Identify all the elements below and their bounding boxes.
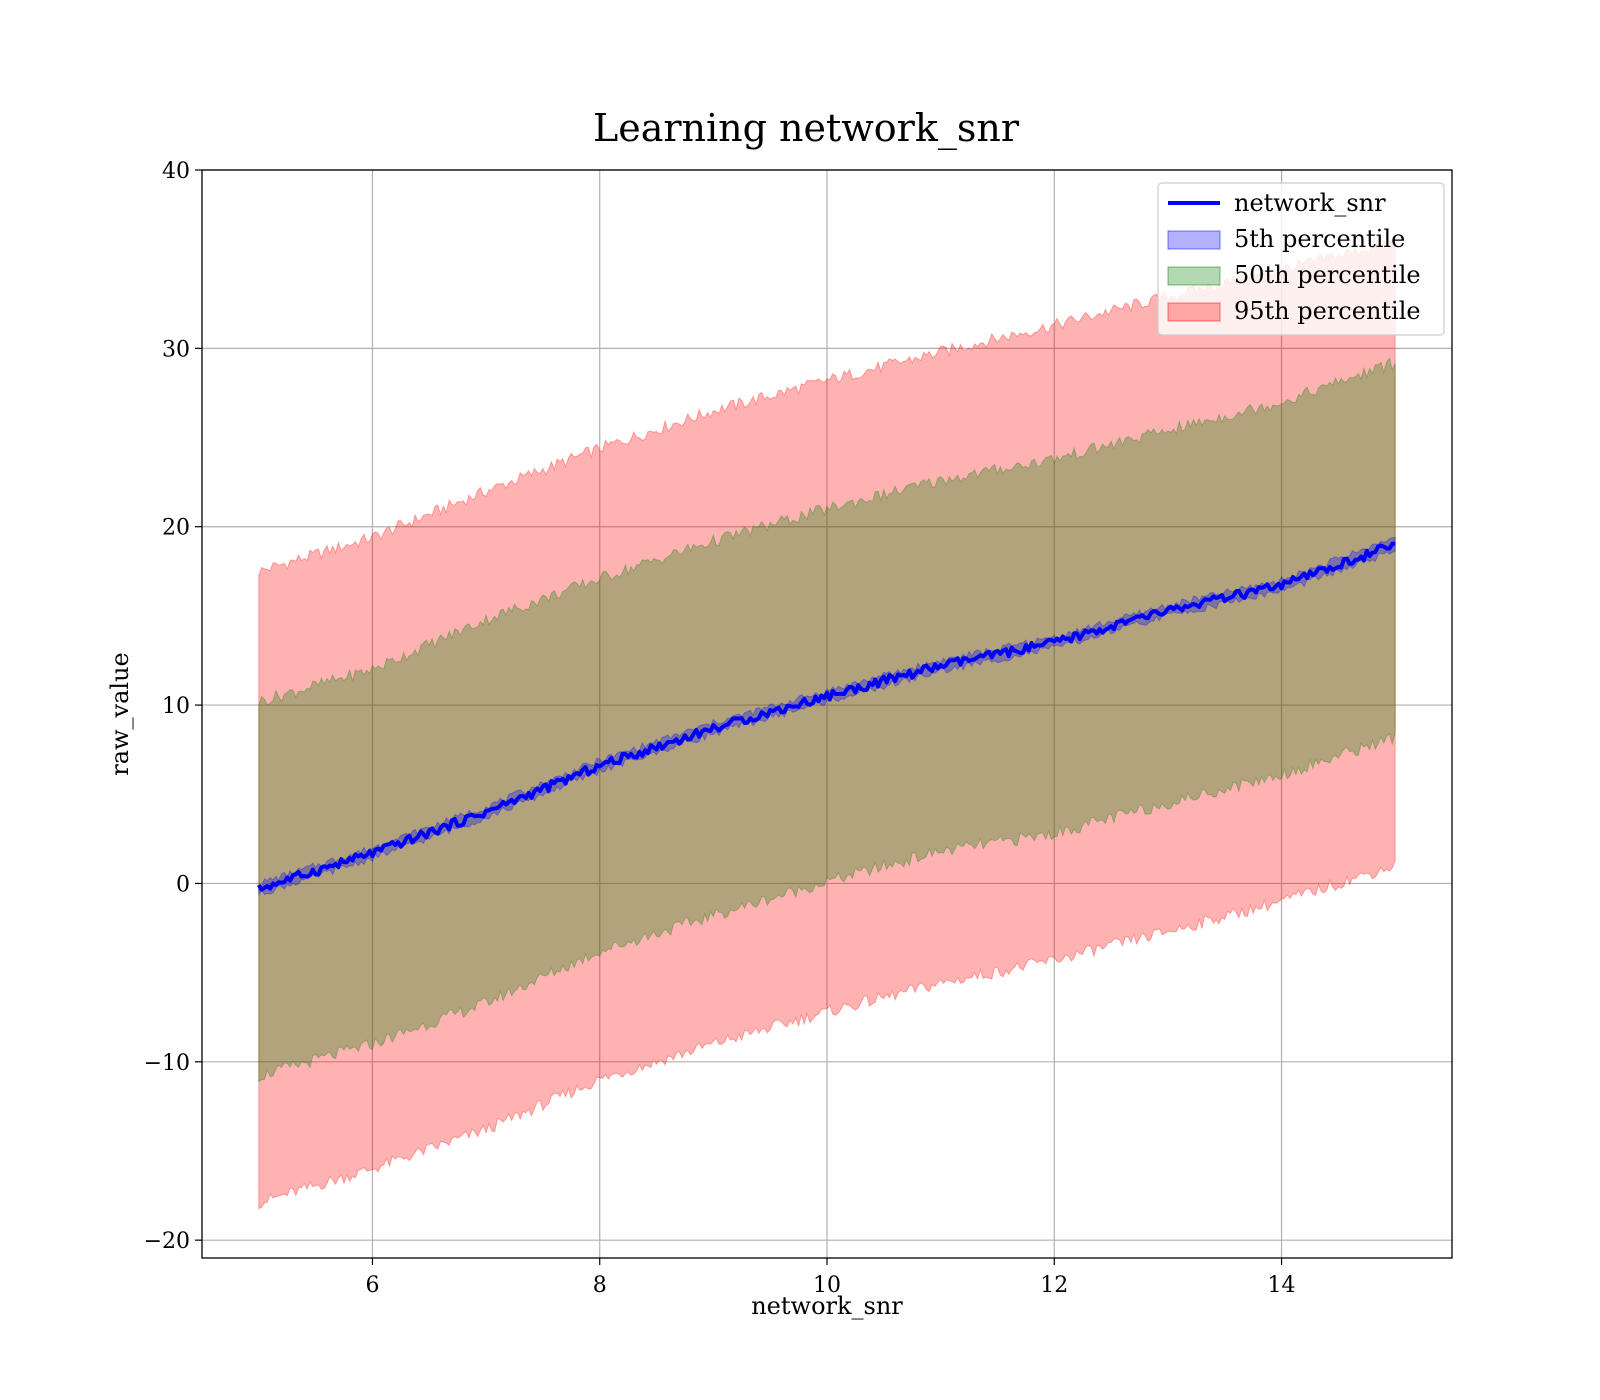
legend-swatch-band: [1167, 302, 1221, 322]
legend-label: network_snr: [1234, 189, 1386, 217]
band-95th-percentile: [258, 237, 1396, 1210]
y-tick-label: 20: [162, 516, 190, 541]
x-tick-label: 6: [365, 1273, 379, 1298]
chart-title: Learning network_snr: [593, 106, 1020, 151]
x-tick-label: 8: [593, 1273, 607, 1298]
y-tick-label: 40: [162, 159, 190, 184]
y-tick-label: −10: [144, 1051, 190, 1076]
x-axis-label: network_snr: [751, 1292, 903, 1320]
y-tick-label: 30: [162, 337, 190, 362]
plot-layer: [257, 237, 1396, 1210]
y-tick-label: −20: [144, 1229, 190, 1254]
legend-label: 50th percentile: [1234, 261, 1421, 289]
x-tick-label: 14: [1268, 1273, 1296, 1298]
legend-label: 5th percentile: [1234, 225, 1405, 253]
y-tick-label: 10: [162, 694, 190, 719]
legend-label: 95th percentile: [1234, 297, 1421, 325]
tick-layer: 6 8 10 12 14 −20 −10 0 10 20 30 40: [144, 159, 1296, 1298]
y-tick-label: 0: [176, 872, 190, 897]
x-tick-label: 10: [813, 1273, 841, 1298]
legend-swatch-band: [1167, 266, 1221, 286]
x-tick-label: 12: [1040, 1273, 1068, 1298]
legend-swatch-band: [1167, 230, 1221, 250]
legend: network_snr 5th percentile 50th percentile…: [1157, 182, 1445, 336]
series-line-network-snr: [257, 541, 1396, 892]
legend-box: [1157, 182, 1445, 336]
band-50th-percentile: [258, 357, 1396, 1083]
y-axis-label: raw_value: [106, 652, 134, 776]
